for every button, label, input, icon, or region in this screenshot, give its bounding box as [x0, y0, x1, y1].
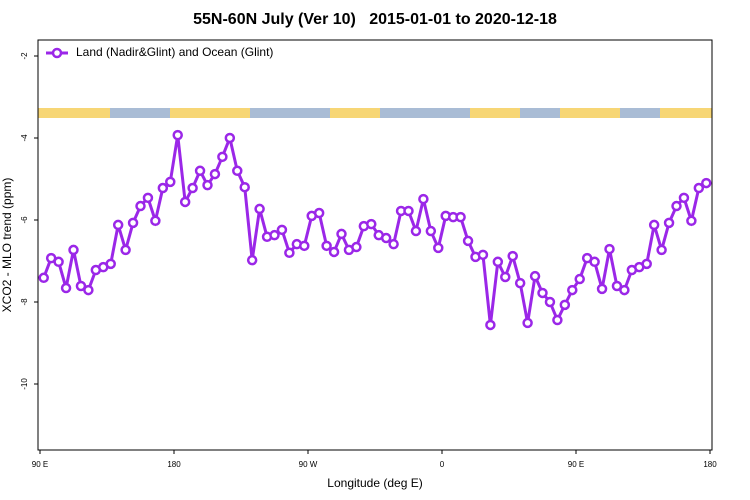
data-point — [589, 256, 600, 268]
data-point — [611, 280, 623, 292]
data-point — [299, 240, 310, 252]
data-point — [179, 196, 191, 208]
legend-label: Land (Nadir&Glint) and Ocean (Glint) — [76, 45, 273, 59]
y-axis-label: XCO2 - MLO trend (ppm) — [0, 178, 14, 313]
data-point — [269, 229, 280, 241]
y-tick-label: -4 — [20, 134, 29, 142]
data-point — [105, 258, 116, 270]
data-point — [380, 232, 392, 244]
data-point — [366, 218, 377, 230]
data-point — [142, 192, 154, 204]
data-point — [194, 165, 206, 177]
data-point — [313, 207, 325, 219]
y-tick-label: -2 — [20, 52, 29, 60]
data-point — [328, 246, 340, 258]
x-tick-label: 0 — [440, 460, 445, 469]
data-point — [351, 241, 362, 253]
data-point — [701, 177, 712, 189]
data-point — [246, 254, 258, 266]
plot-frame — [37, 39, 713, 451]
data-point — [284, 247, 295, 259]
data-point — [462, 235, 474, 247]
data-point — [559, 299, 571, 311]
data-point — [433, 242, 444, 254]
data-point — [477, 249, 489, 261]
data-point — [529, 270, 541, 282]
data-point — [567, 284, 578, 296]
data-point — [38, 272, 49, 284]
x-tick-label: 90 E — [32, 460, 48, 469]
x-tick-label: 180 — [167, 460, 181, 469]
data-point — [254, 203, 265, 215]
data-point — [492, 256, 504, 268]
data-point — [217, 151, 228, 163]
data-point — [485, 319, 496, 331]
data-line — [42, 132, 708, 326]
data-point — [418, 193, 429, 205]
data-point — [596, 283, 608, 295]
data-point — [500, 271, 511, 283]
x-tick-label: 180 — [703, 460, 717, 469]
data-point — [60, 282, 72, 294]
data-point — [656, 244, 667, 256]
data-point — [68, 244, 79, 256]
data-point — [574, 273, 585, 285]
data-point — [641, 258, 652, 270]
data-point — [83, 284, 94, 296]
data-point — [53, 256, 64, 268]
data-point — [671, 200, 682, 212]
data-point — [224, 132, 236, 144]
x-axis-label: Longitude (deg E) — [327, 476, 422, 490]
data-point — [425, 225, 437, 237]
data-point — [552, 314, 563, 326]
data-point — [663, 217, 675, 229]
data-point — [172, 129, 183, 141]
data-point — [648, 219, 660, 231]
data-point — [403, 205, 414, 217]
y-tick-label: -8 — [20, 298, 29, 306]
data-point — [388, 238, 399, 250]
data-point — [410, 225, 422, 237]
data-point — [187, 182, 198, 194]
data-point — [127, 217, 139, 229]
data-point — [455, 211, 466, 223]
y-tick-label: -6 — [20, 216, 29, 224]
data-point — [150, 215, 161, 227]
y-tick-label: -10 — [20, 378, 29, 390]
data-point — [619, 284, 630, 296]
data-point — [135, 200, 146, 212]
data-point — [165, 176, 176, 188]
map-strip — [38, 108, 712, 118]
data-point — [522, 317, 533, 329]
data-point — [157, 182, 169, 194]
data-point — [276, 224, 288, 236]
data-point — [112, 219, 124, 231]
data-point — [120, 244, 131, 256]
data-point — [544, 296, 556, 308]
data-point — [75, 280, 87, 292]
data-point — [232, 165, 243, 177]
data-point — [507, 250, 518, 262]
data-point — [604, 243, 615, 255]
data-point — [686, 215, 697, 227]
chart-title: 55N-60N July (Ver 10) 2015-01-01 to 2020… — [193, 11, 557, 28]
data-point — [693, 182, 705, 194]
data-point — [678, 192, 690, 204]
data-point — [537, 287, 548, 299]
x-tick-label: 90 E — [568, 460, 584, 469]
data-point — [209, 168, 221, 180]
data-point — [514, 277, 526, 289]
data-point — [239, 181, 250, 193]
legend-marker — [51, 47, 63, 59]
data-point — [202, 179, 213, 191]
data-point — [336, 228, 347, 240]
data-point — [321, 240, 332, 252]
x-tick-label: 90 W — [299, 460, 318, 469]
